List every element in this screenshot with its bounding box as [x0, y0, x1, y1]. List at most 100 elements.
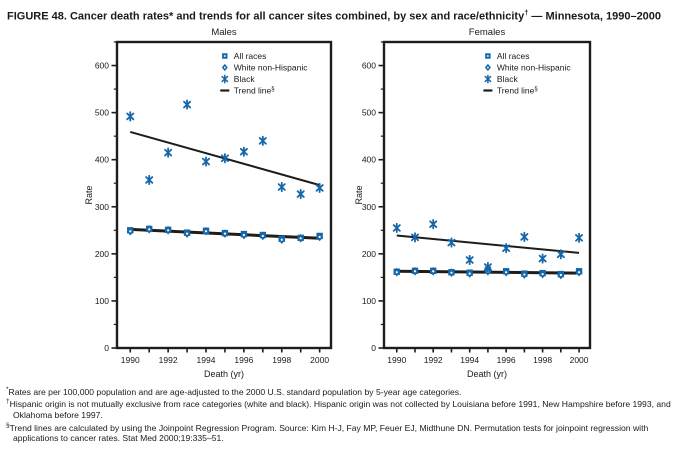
y-tick-label: 200	[362, 249, 376, 259]
diamond-marker	[126, 226, 134, 236]
figure-title-location: — Minnesota, 1990–2000	[528, 10, 662, 23]
y-tick-label: 400	[362, 155, 376, 165]
asterisk-marker	[429, 219, 438, 230]
x-tick-label: 1998	[272, 355, 291, 365]
diamond-marker	[259, 231, 267, 241]
y-tick-label: 500	[362, 108, 376, 118]
asterisk-marker	[202, 156, 211, 167]
square-marker	[222, 53, 228, 59]
x-axis-title: Death (yr)	[204, 369, 244, 379]
x-tick-label: 1996	[497, 355, 516, 365]
x-tick-label: 1996	[234, 355, 253, 365]
diamond-marker	[393, 267, 401, 277]
diamond-marker	[411, 266, 419, 276]
asterisk-marker	[221, 74, 229, 84]
x-tick-label: 1990	[121, 355, 140, 365]
x-tick-label: 1992	[159, 355, 178, 365]
asterisk-marker	[520, 231, 529, 242]
diamond-marker	[202, 226, 210, 236]
diamond-marker	[575, 267, 583, 277]
figure-title-dagger: †	[524, 8, 529, 17]
diamond-marker	[278, 235, 286, 245]
y-axis-title: Rate	[354, 185, 364, 204]
trend-line	[396, 234, 580, 254]
x-tick-label: 2000	[570, 355, 589, 365]
diamond-marker	[297, 234, 305, 243]
x-tick-label: 1998	[533, 355, 552, 365]
y-axis: 0 100 200 300 400 500 600	[362, 41, 384, 353]
series-asterisk-points	[126, 99, 324, 200]
diamond-marker	[221, 63, 228, 72]
diamond-marker	[484, 63, 491, 72]
x-tick-label: 2000	[310, 355, 329, 365]
legend-label: Trend line§	[234, 86, 275, 96]
y-tick-label: 0	[104, 343, 109, 353]
asterisk-marker	[410, 232, 419, 243]
asterisk-marker	[502, 243, 511, 254]
panel-title: Males	[211, 27, 237, 38]
diamond-marker	[221, 229, 229, 238]
diamond-marker	[557, 270, 565, 280]
diamond-marker	[466, 269, 474, 278]
footnote-text: Trend lines are calculated by using the …	[9, 422, 649, 443]
y-tick-label: 600	[362, 61, 376, 71]
diamond-marker	[502, 267, 510, 277]
y-tick-label: 300	[362, 202, 376, 212]
males-chart: Males 0 100 200 300 400 500 600 1990 1992 1994 1996…	[84, 27, 333, 379]
legend-label: All races	[234, 51, 267, 61]
diamond-marker	[429, 266, 437, 276]
footnote-marker: §	[6, 421, 10, 429]
y-tick-label: 0	[371, 343, 376, 353]
y-tick-label: 500	[95, 108, 109, 118]
x-tick-label: 1990	[387, 355, 406, 365]
asterisk-marker	[126, 111, 135, 122]
panel-title: Females	[469, 27, 506, 38]
diamond-marker	[316, 232, 324, 242]
footnote-hispanic: †Hispanic origin is not mutually exclusi…	[6, 397, 684, 420]
asterisk-marker	[447, 237, 456, 248]
footnote-marker: †	[6, 398, 10, 406]
plot-border	[382, 40, 592, 350]
legend-label: White non-Hispanic	[234, 63, 308, 73]
asterisk-marker	[145, 174, 154, 186]
asterisk-marker	[183, 99, 192, 110]
y-axis: 0 100 200 300 400 500 600	[95, 41, 117, 353]
diamond-marker	[447, 268, 455, 277]
legend-label: Black	[234, 74, 256, 84]
figure-title: FIGURE 48. Cancer death rates* and trend…	[7, 6, 683, 24]
asterisk-marker	[239, 146, 248, 157]
legend-label: All races	[497, 51, 530, 61]
x-axis: 1990 1992 1994 1996 1998 2000	[387, 348, 589, 365]
plot-border	[115, 40, 333, 350]
diamond-marker	[520, 270, 528, 279]
legend-label: White non-Hispanic	[497, 63, 571, 73]
asterisk-marker	[392, 222, 401, 234]
y-tick-label: 400	[95, 155, 109, 165]
series-diamond-points	[393, 266, 583, 280]
series-diamond-points	[126, 225, 324, 245]
diamond-marker	[164, 226, 172, 235]
x-axis-title: Death (yr)	[467, 369, 507, 379]
asterisk-marker	[220, 153, 229, 164]
footnote-text: Hispanic origin is not mutually exclusiv…	[9, 399, 671, 420]
y-axis-title: Rate	[84, 185, 94, 204]
diamond-marker	[539, 269, 547, 279]
y-tick-label: 300	[95, 202, 109, 212]
asterisk-marker	[483, 261, 492, 273]
asterisk-marker	[296, 188, 305, 200]
x-axis: 1990 1992 1994 1996 1998 2000	[121, 348, 329, 365]
y-tick-label: 200	[95, 249, 109, 259]
y-tick-label: 600	[95, 61, 109, 71]
asterisk-marker	[277, 181, 286, 193]
footnote-rates: *Rates are per 100,000 population and ar…	[6, 385, 684, 397]
square-marker	[485, 53, 491, 59]
diamond-marker	[145, 225, 153, 234]
asterisk-marker	[556, 249, 565, 260]
asterisk-marker	[575, 232, 584, 243]
diamond-marker	[183, 229, 191, 238]
series-asterisk-points	[392, 219, 584, 273]
y-tick-label: 100	[362, 296, 376, 306]
